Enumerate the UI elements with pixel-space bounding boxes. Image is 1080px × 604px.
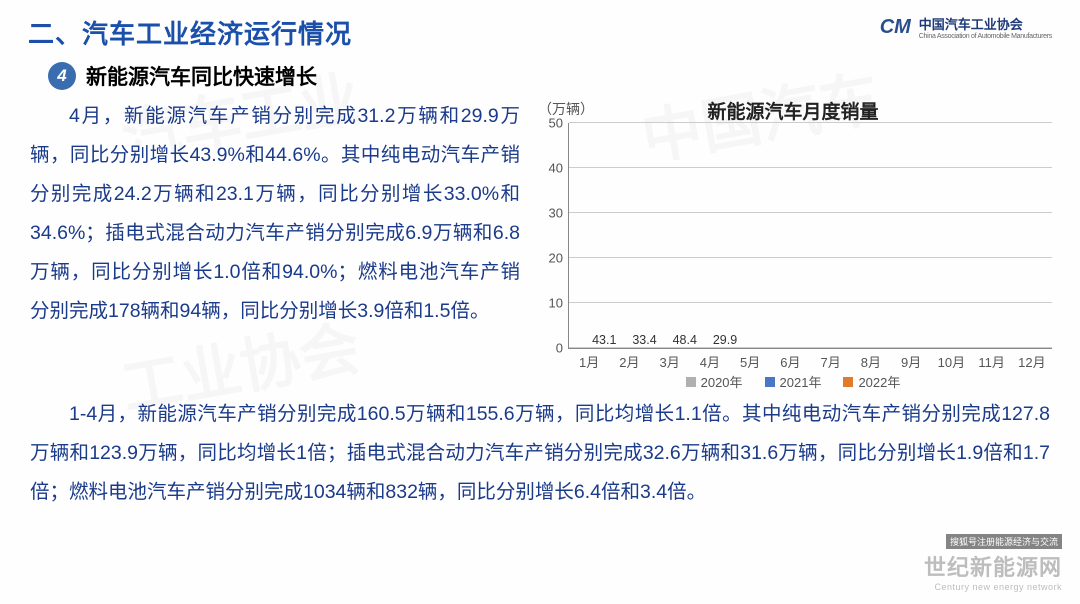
chart-legend: 2020年 2021年 2022年 bbox=[526, 372, 1060, 391]
monthly-sales-chart: （万辆） 新能源汽车月度销量 0102030405043.11月33.42月48… bbox=[526, 97, 1060, 393]
chart-xtick: 8月 bbox=[861, 348, 881, 371]
logo-mark: CM bbox=[880, 16, 911, 39]
chart-gridline: 10 bbox=[569, 302, 1052, 303]
legend-label: 2020年 bbox=[701, 372, 743, 391]
chart-ytick: 10 bbox=[549, 296, 569, 311]
chart-bar-value-label: 33.4 bbox=[632, 333, 656, 348]
legend-swatch bbox=[686, 377, 696, 387]
chart-legend-item: 2022年 bbox=[843, 372, 900, 391]
chart-bar-value-label: 43.1 bbox=[592, 333, 616, 348]
sub-title: 新能源汽车同比快速增长 bbox=[86, 61, 317, 91]
legend-swatch bbox=[843, 377, 853, 387]
bullet-number: 4 bbox=[48, 62, 76, 90]
section-title: 二、汽车工业经济运行情况 bbox=[28, 14, 352, 51]
chart-bar-value-label: 48.4 bbox=[673, 333, 697, 348]
chart-plot-area: 0102030405043.11月33.42月48.43月29.94月5月6月7… bbox=[568, 123, 1052, 349]
chart-ytick: 30 bbox=[549, 206, 569, 221]
chart-title: 新能源汽车月度销量 bbox=[526, 97, 1060, 124]
chart-legend-item: 2021年 bbox=[765, 372, 822, 391]
chart-xtick: 9月 bbox=[901, 348, 921, 371]
chart-xtick: 4月 bbox=[700, 348, 720, 371]
chart-xtick: 12月 bbox=[1018, 348, 1045, 371]
chart-bar-value-label: 29.9 bbox=[713, 333, 737, 348]
chart-xtick: 11月 bbox=[978, 348, 1005, 371]
chart-xtick: 10月 bbox=[938, 348, 965, 371]
legend-swatch bbox=[765, 377, 775, 387]
org-logo: CM 中国汽车工业协会 China Association of Automob… bbox=[880, 14, 1052, 40]
logo-text: 中国汽车工业协会 bbox=[919, 14, 1052, 33]
chart-gridline: 50 bbox=[569, 122, 1052, 123]
footer-sub: Century new energy network bbox=[924, 582, 1062, 592]
chart-xtick: 1月 bbox=[579, 348, 599, 371]
chart-xtick: 6月 bbox=[780, 348, 800, 371]
chart-gridline: 20 bbox=[569, 257, 1052, 258]
logo-subtitle: China Association of Automobile Manufact… bbox=[919, 33, 1052, 40]
body-paragraph-1: 4月，新能源汽车产销分别完成31.2万辆和29.9万辆，同比分别增长43.9%和… bbox=[30, 97, 520, 393]
chart-xtick: 5月 bbox=[740, 348, 760, 371]
chart-ytick: 0 bbox=[556, 341, 569, 356]
footer-small: 搜狐号注册能源经济与交流 bbox=[946, 534, 1062, 549]
chart-ytick: 20 bbox=[549, 251, 569, 266]
chart-ytick: 50 bbox=[549, 116, 569, 131]
chart-xtick: 2月 bbox=[619, 348, 639, 371]
chart-xtick: 3月 bbox=[659, 348, 679, 371]
chart-legend-item: 2020年 bbox=[686, 372, 743, 391]
footer-main: 世纪新能源网 bbox=[924, 550, 1062, 582]
chart-gridline: 30 bbox=[569, 212, 1052, 213]
body-paragraph-2: 1-4月，新能源汽车产销分别完成160.5万辆和155.6万辆，同比均增长1.1… bbox=[0, 393, 1080, 512]
legend-label: 2022年 bbox=[858, 372, 900, 391]
chart-xtick: 7月 bbox=[820, 348, 840, 371]
footer-watermark: 搜狐号注册能源经济与交流 世纪新能源网 Century new energy n… bbox=[924, 532, 1062, 592]
chart-gridline: 40 bbox=[569, 167, 1052, 168]
chart-ytick: 40 bbox=[549, 161, 569, 176]
legend-label: 2021年 bbox=[780, 372, 822, 391]
